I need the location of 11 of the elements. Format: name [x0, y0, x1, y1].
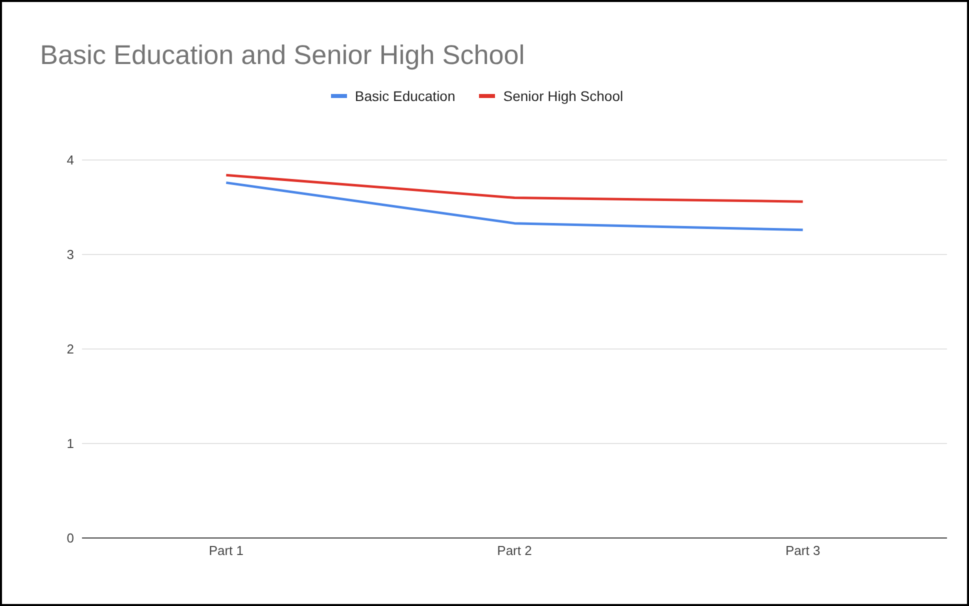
y-tick-label: 4 — [66, 152, 74, 168]
y-tick-label: 3 — [66, 247, 74, 262]
x-tick-label: Part 2 — [497, 543, 532, 558]
y-tick-label: 2 — [66, 342, 74, 357]
legend-label: Senior High School — [503, 88, 624, 104]
y-tick-label: 1 — [66, 436, 74, 452]
chart-title: Basic Education and Senior High School — [40, 40, 525, 71]
x-tick-label: Part 3 — [785, 543, 820, 558]
y-tick-label: 0 — [66, 530, 74, 546]
x-tick-label: Part 1 — [208, 543, 244, 558]
legend-label: Basic Education — [354, 88, 456, 104]
